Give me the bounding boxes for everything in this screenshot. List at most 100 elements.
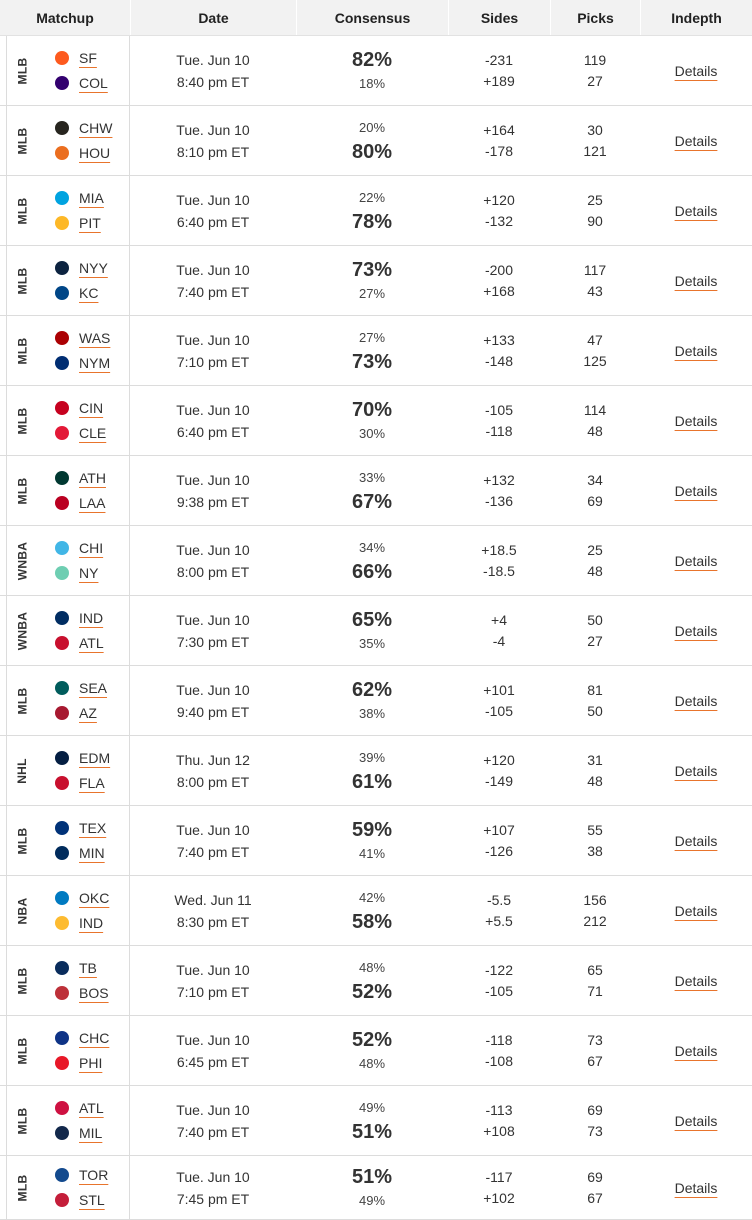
- home-team-link[interactable]: NYM: [79, 355, 111, 371]
- game-day: Tue. Jun 10: [176, 121, 250, 138]
- away-team-link[interactable]: OKC: [79, 890, 110, 906]
- away-team-link[interactable]: EDM: [79, 750, 111, 766]
- home-team-link[interactable]: PHI: [79, 1055, 103, 1071]
- home-picks: 67: [587, 1189, 603, 1206]
- rays-logo: [55, 961, 69, 975]
- away-consensus: 70%: [351, 398, 393, 421]
- home-team-link[interactable]: LAA: [79, 495, 106, 511]
- details-link[interactable]: Details: [674, 132, 718, 149]
- header-indepth[interactable]: Indepth: [640, 0, 752, 35]
- rockies-logo: [55, 76, 69, 90]
- away-team: TB: [55, 958, 109, 978]
- away-consensus: 49%: [358, 1099, 386, 1115]
- home-team-link[interactable]: FLA: [79, 775, 105, 791]
- details-link[interactable]: Details: [674, 552, 718, 569]
- details-link[interactable]: Details: [674, 622, 718, 639]
- home-team-link[interactable]: BOS: [79, 985, 109, 1001]
- home-consensus: 78%: [351, 210, 393, 233]
- picks-cell: 25 48: [550, 526, 640, 595]
- header-date[interactable]: Date: [130, 0, 296, 35]
- details-link[interactable]: Details: [674, 62, 718, 79]
- away-picks: 156: [583, 891, 607, 908]
- away-team-link[interactable]: TB: [79, 960, 97, 976]
- details-link[interactable]: Details: [674, 1042, 718, 1059]
- details-link[interactable]: Details: [674, 902, 718, 919]
- home-team-link[interactable]: MIL: [79, 1125, 103, 1141]
- home-team-link[interactable]: MIN: [79, 845, 105, 861]
- picks-cell: 69 67: [550, 1156, 640, 1219]
- away-team-link[interactable]: TOR: [79, 1167, 109, 1183]
- consensus-cell: 42% 58%: [296, 876, 448, 945]
- home-picks: 38: [587, 842, 603, 859]
- away-team-link[interactable]: SEA: [79, 680, 108, 696]
- home-picks: 50: [587, 702, 603, 719]
- home-side: +5.5: [485, 912, 513, 929]
- away-team-link[interactable]: CHC: [79, 1030, 110, 1046]
- game-time: 7:40 pm ET: [176, 843, 250, 860]
- details-link[interactable]: Details: [674, 762, 718, 779]
- home-team-link[interactable]: AZ: [79, 705, 97, 721]
- game-day: Tue. Jun 10: [176, 821, 250, 838]
- away-side: +101: [483, 681, 515, 698]
- giants-logo: [55, 51, 69, 65]
- header-picks[interactable]: Picks: [550, 0, 640, 35]
- away-consensus: 48%: [358, 959, 386, 975]
- away-team-link[interactable]: IND: [79, 610, 104, 626]
- home-team-link[interactable]: PIT: [79, 215, 101, 231]
- away-team-link[interactable]: SF: [79, 50, 97, 66]
- game-time: 8:40 pm ET: [176, 73, 250, 90]
- details-link[interactable]: Details: [674, 482, 718, 499]
- home-team-link[interactable]: IND: [79, 915, 104, 931]
- home-team-link[interactable]: KC: [79, 285, 99, 301]
- away-team-link[interactable]: WAS: [79, 330, 111, 346]
- home-team-link[interactable]: STL: [79, 1192, 105, 1208]
- home-picks: 27: [587, 72, 603, 89]
- away-team-link[interactable]: TEX: [79, 820, 107, 836]
- details-link[interactable]: Details: [674, 1179, 718, 1196]
- details-link[interactable]: Details: [674, 832, 718, 849]
- away-team-link[interactable]: NYY: [79, 260, 108, 276]
- home-team-link[interactable]: CLE: [79, 425, 107, 441]
- date-cell: Tue. Jun 10 6:45 pm ET: [130, 1016, 296, 1085]
- details-link[interactable]: Details: [674, 412, 718, 429]
- picks-cell: 81 50: [550, 666, 640, 735]
- away-team-link[interactable]: CHI: [79, 540, 104, 556]
- date-cell: Tue. Jun 10 9:38 pm ET: [130, 456, 296, 525]
- indepth-cell: Details: [640, 1016, 752, 1085]
- details-link[interactable]: Details: [674, 692, 718, 709]
- home-team: LAA: [55, 493, 106, 513]
- away-picks: 69: [587, 1101, 603, 1118]
- details-link[interactable]: Details: [674, 272, 718, 289]
- details-link[interactable]: Details: [674, 1112, 718, 1129]
- sides-cell: +101 -105: [448, 666, 550, 735]
- panthers-logo: [55, 776, 69, 790]
- header-matchup[interactable]: Matchup: [36, 9, 94, 26]
- away-team-link[interactable]: CHW: [79, 120, 113, 136]
- away-team-link[interactable]: ATH: [79, 470, 106, 486]
- details-link[interactable]: Details: [674, 202, 718, 219]
- home-team-link[interactable]: COL: [79, 75, 108, 91]
- home-consensus: 27%: [358, 285, 386, 301]
- game-day: Tue. Jun 10: [176, 401, 250, 418]
- header-consensus[interactable]: Consensus: [296, 0, 448, 35]
- header-sides[interactable]: Sides: [448, 0, 550, 35]
- league-label: MLB: [15, 197, 29, 224]
- league-label: MLB: [15, 477, 29, 504]
- game-day: Tue. Jun 10: [176, 191, 250, 208]
- home-team-link[interactable]: NY: [79, 565, 99, 581]
- diamondbacks-logo: [55, 706, 69, 720]
- home-team: STL: [55, 1190, 108, 1210]
- away-team-link[interactable]: ATL: [79, 1100, 104, 1116]
- away-team-link[interactable]: CIN: [79, 400, 104, 416]
- date-cell: Tue. Jun 10 8:10 pm ET: [130, 106, 296, 175]
- home-team-link[interactable]: HOU: [79, 145, 111, 161]
- matchup-cell: MLB ATL MIL: [6, 1086, 130, 1155]
- details-link[interactable]: Details: [674, 342, 718, 359]
- game-day: Tue. Jun 10: [176, 611, 250, 628]
- home-team-link[interactable]: ATL: [79, 635, 104, 651]
- away-team-link[interactable]: MIA: [79, 190, 104, 206]
- away-team: TOR: [55, 1165, 108, 1185]
- away-consensus: 65%: [351, 608, 393, 631]
- details-link[interactable]: Details: [674, 972, 718, 989]
- home-picks: 121: [583, 142, 607, 159]
